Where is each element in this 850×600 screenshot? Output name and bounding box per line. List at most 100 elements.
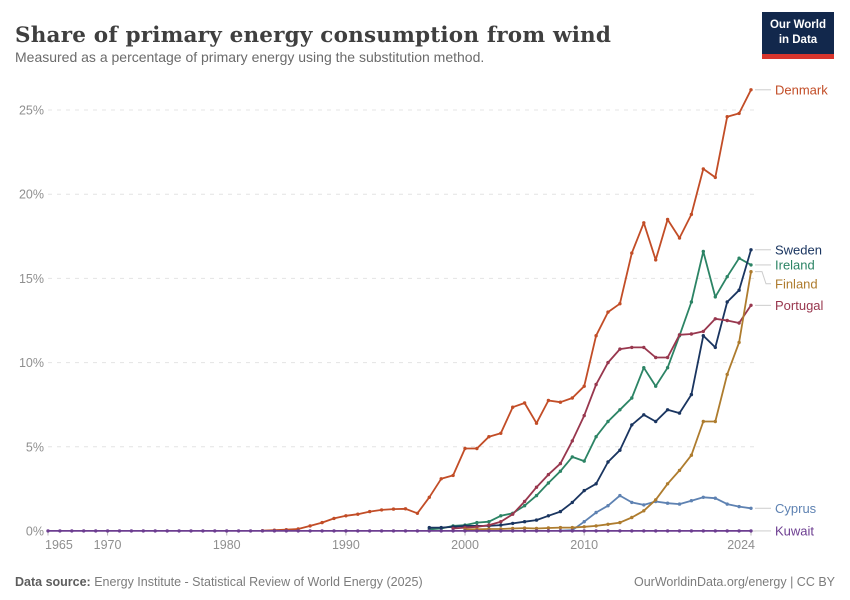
- page-subtitle: Measured as a percentage of primary ener…: [15, 49, 485, 65]
- x-axis-tick-label: 2024: [727, 538, 755, 552]
- data-point-denmark: [439, 477, 443, 481]
- data-point-sweden: [618, 448, 622, 452]
- data-point-ireland: [534, 493, 539, 498]
- data-point-sweden: [630, 423, 634, 427]
- data-point-denmark: [701, 167, 705, 171]
- data-point-portugal: [546, 472, 551, 477]
- data-source-label: Data source:: [15, 575, 91, 589]
- data-point-ireland: [570, 455, 574, 459]
- data-point-kuwait: [582, 529, 586, 533]
- series-label-sweden: Sweden: [775, 242, 822, 257]
- data-point-kuwait: [129, 529, 134, 533]
- data-point-sweden: [737, 288, 741, 292]
- data-point-portugal: [570, 439, 574, 443]
- data-point-portugal: [522, 499, 527, 504]
- data-point-denmark: [749, 88, 753, 92]
- data-point-ireland: [618, 408, 622, 412]
- data-point-kuwait: [344, 529, 348, 533]
- data-point-finland: [749, 270, 753, 274]
- data-point-portugal: [630, 345, 634, 350]
- y-axis-tick-label: 20%: [19, 188, 44, 202]
- data-point-kuwait: [272, 529, 277, 533]
- data-point-sweden: [439, 525, 443, 530]
- data-point-denmark: [475, 446, 479, 451]
- page-title: Share of primary energy consumption from…: [15, 23, 612, 49]
- data-point-denmark: [368, 509, 372, 514]
- credit-link[interactable]: OurWorldinData.org/energy | CC BY: [633, 575, 835, 589]
- data-point-finland: [725, 372, 729, 377]
- data-point-finland: [737, 340, 741, 345]
- data-point-portugal: [677, 333, 682, 337]
- data-point-sweden: [725, 300, 729, 304]
- data-point-portugal: [749, 303, 753, 307]
- data-point-kuwait: [618, 529, 622, 533]
- series-line-denmark[interactable]: [262, 89, 752, 532]
- data-point-portugal: [475, 525, 479, 529]
- data-point-kuwait: [165, 529, 169, 533]
- data-point-finland: [606, 522, 610, 526]
- data-point-ireland: [630, 396, 634, 400]
- wind-share-line-chart[interactable]: 0% 5% 10% 15% 20% 25% 1965 1970 1980 1990 2000 2010…: [0, 80, 850, 570]
- series-line-finland[interactable]: [465, 271, 752, 531]
- data-point-kuwait: [70, 529, 74, 533]
- data-point-sweden: [511, 521, 515, 526]
- data-point-ireland: [499, 514, 503, 518]
- data-point-ireland: [689, 300, 694, 304]
- data-point-denmark: [356, 512, 360, 516]
- data-point-ireland: [475, 520, 479, 525]
- series-line-sweden[interactable]: [429, 249, 752, 529]
- x-axis-tick-label: 2010: [570, 538, 598, 552]
- owid-logo[interactable]: Our World in Data: [762, 12, 834, 59]
- data-point-cyprus: [665, 501, 670, 505]
- data-point-portugal: [451, 526, 455, 531]
- data-point-ireland: [725, 275, 729, 279]
- data-point-cyprus: [737, 504, 741, 509]
- data-point-kuwait: [534, 529, 539, 533]
- data-point-sweden: [749, 248, 753, 252]
- data-point-kuwait: [665, 529, 670, 533]
- data-point-cyprus: [725, 502, 729, 506]
- data-point-kuwait: [356, 529, 360, 533]
- data-point-denmark: [606, 310, 610, 314]
- data-point-kuwait: [117, 529, 122, 533]
- series-label-portugal: Portugal: [775, 298, 824, 313]
- data-point-portugal: [582, 413, 586, 418]
- series-line-ireland[interactable]: [429, 250, 752, 531]
- data-point-sweden: [606, 460, 610, 464]
- data-point-sweden: [499, 523, 503, 527]
- data-point-portugal: [701, 329, 705, 334]
- data-point-kuwait: [737, 529, 741, 533]
- label-connector-finland: [755, 271, 771, 285]
- data-point-kuwait: [105, 529, 110, 533]
- data-point-kuwait: [654, 529, 658, 533]
- data-point-kuwait: [522, 529, 527, 533]
- series-label-denmark: Denmark: [775, 82, 828, 97]
- y-axis-tick-label: 10%: [19, 356, 44, 370]
- data-point-kuwait: [225, 529, 229, 533]
- data-point-ireland: [522, 504, 527, 508]
- data-point-kuwait: [689, 529, 694, 533]
- data-point-kuwait: [642, 529, 646, 533]
- data-point-denmark: [522, 401, 527, 405]
- data-point-denmark: [713, 175, 717, 180]
- x-axis-tick-label: 1970: [94, 538, 122, 552]
- data-point-sweden: [582, 488, 586, 493]
- data-point-sweden: [558, 509, 563, 514]
- data-point-denmark: [487, 435, 491, 439]
- y-axis-tick-label: 25%: [19, 104, 44, 118]
- data-point-cyprus: [677, 502, 682, 506]
- data-point-kuwait: [248, 529, 253, 533]
- data-point-denmark: [344, 514, 348, 518]
- series-line-portugal[interactable]: [453, 304, 752, 530]
- data-point-denmark: [403, 507, 408, 511]
- series-label-kuwait: Kuwait: [775, 523, 814, 538]
- data-point-denmark: [308, 524, 312, 528]
- data-point-kuwait: [153, 529, 157, 533]
- data-point-sweden: [713, 345, 717, 350]
- data-point-portugal: [665, 355, 670, 360]
- data-point-kuwait: [320, 529, 324, 533]
- data-point-denmark: [689, 212, 694, 217]
- data-point-denmark: [677, 236, 682, 240]
- data-point-cyprus: [630, 500, 634, 505]
- data-point-finland: [594, 524, 598, 528]
